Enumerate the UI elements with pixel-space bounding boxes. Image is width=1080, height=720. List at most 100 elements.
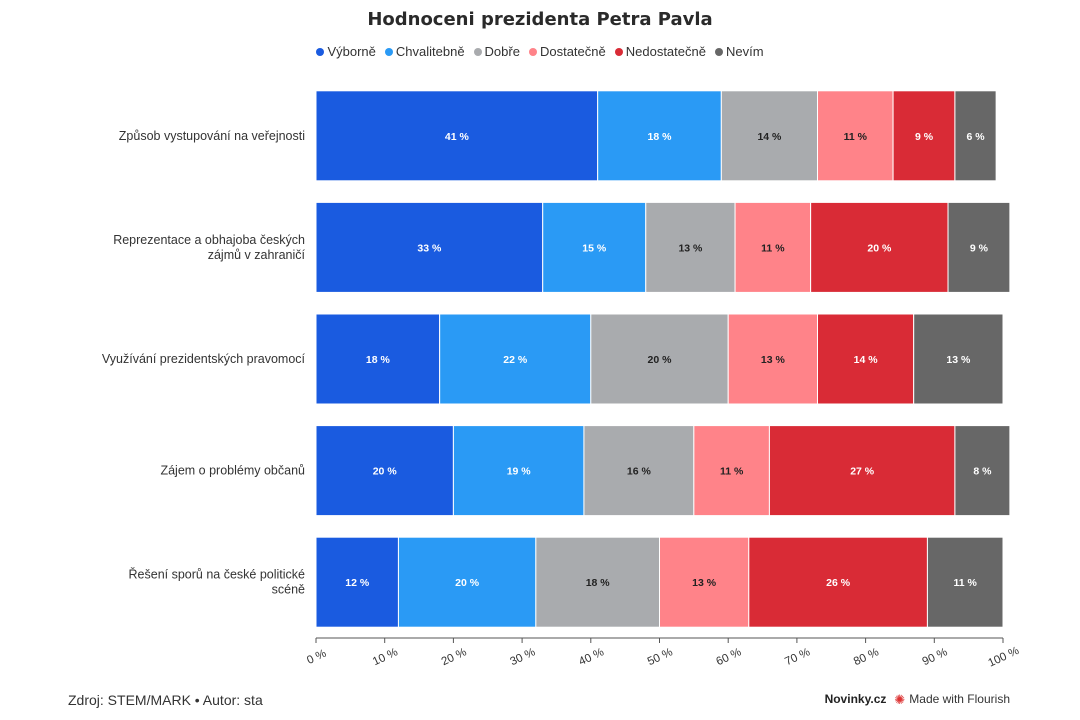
data-label: 11 % xyxy=(720,466,744,478)
data-label: 12 % xyxy=(345,577,370,589)
x-tick-label: 60 % xyxy=(715,646,744,668)
legend-swatch xyxy=(528,47,537,56)
chart-title: Hodnoceni prezidenta Petra Pavla xyxy=(367,9,713,30)
legend-item[interactable]: Výborně xyxy=(316,44,376,59)
legend-swatch xyxy=(316,47,325,56)
legend-swatch xyxy=(614,47,623,56)
legend-label: Dobře xyxy=(484,44,520,59)
x-tick-label: 90 % xyxy=(921,646,950,668)
legend-item[interactable]: Chvalitebně xyxy=(384,44,465,59)
bar-segment xyxy=(315,201,544,293)
category-label: zájmů v zahraničí xyxy=(208,248,306,262)
x-tick-label: 30 % xyxy=(508,646,537,668)
flourish-credit[interactable]: ✺ Made with Flourish xyxy=(894,692,1010,706)
flourish-icon: ✺ xyxy=(894,691,906,707)
legend-label: Výborně xyxy=(327,44,376,59)
data-label: 14 % xyxy=(757,131,782,143)
bar-segment xyxy=(954,425,1011,517)
bar-segment xyxy=(535,536,661,628)
source-note: Zdroj: STEM/MARK • Autor: sta xyxy=(68,692,263,708)
legend-label: Nedostatečně xyxy=(625,44,706,59)
bar-segment xyxy=(768,425,956,517)
bar-segment xyxy=(817,313,915,405)
category-label: scéně xyxy=(272,583,305,597)
data-label: 18 % xyxy=(648,131,673,143)
data-label: 20 % xyxy=(455,577,480,589)
data-label: 6 % xyxy=(966,131,985,143)
data-label: 14 % xyxy=(854,354,879,366)
bar-segment xyxy=(693,425,770,517)
bar-segment xyxy=(892,90,956,182)
x-tick-label: 0 % xyxy=(305,648,328,667)
bar-segment xyxy=(913,313,1004,405)
legend-label: Nevím xyxy=(725,44,764,59)
data-label: 41 % xyxy=(445,131,470,143)
footer-credits: Novinky.cz ✺ Made with Flourish xyxy=(825,692,1010,706)
data-label: 19 % xyxy=(507,466,532,478)
bar-segment xyxy=(583,425,695,517)
data-label: 15 % xyxy=(582,242,607,254)
data-label: 20 % xyxy=(373,466,398,478)
data-label: 11 % xyxy=(844,131,868,143)
data-label: 11 % xyxy=(954,577,978,589)
bar-segment xyxy=(720,90,819,182)
bar-segment xyxy=(926,536,1004,628)
x-tick-label: 80 % xyxy=(852,646,881,668)
bar-segment xyxy=(439,313,592,405)
data-label: 26 % xyxy=(826,577,851,589)
bar-segment xyxy=(315,425,454,517)
legend-item[interactable]: Dostatečně xyxy=(528,44,606,59)
data-label: 16 % xyxy=(627,466,652,478)
category-label: Řešení sporů na české politické xyxy=(129,567,306,582)
bar-segment xyxy=(542,201,647,293)
bar-segment xyxy=(645,201,736,293)
flourish-credit-label: Made with Flourish xyxy=(909,692,1010,706)
legend-swatch xyxy=(473,47,482,56)
bar-segment xyxy=(315,536,399,628)
bar-segment xyxy=(452,425,585,517)
data-label: 33 % xyxy=(417,242,442,254)
data-label: 11 % xyxy=(761,242,785,254)
bar-segment xyxy=(315,313,441,405)
bar-segment xyxy=(315,90,599,182)
data-label: 27 % xyxy=(850,466,875,478)
bar-segment xyxy=(397,536,537,628)
bar-segment xyxy=(810,201,949,293)
category-label: Zájem o problémy občanů xyxy=(160,464,305,478)
data-label: 8 % xyxy=(973,466,992,478)
x-tick-label: 20 % xyxy=(440,646,469,668)
x-tick-label: 50 % xyxy=(646,646,675,668)
bar-segment xyxy=(954,90,997,182)
bar-segment xyxy=(590,313,729,405)
data-label: 13 % xyxy=(692,577,717,589)
data-label: 18 % xyxy=(366,354,391,366)
x-tick-label: 40 % xyxy=(577,646,606,668)
data-label: 13 % xyxy=(678,242,703,254)
x-tick-label: 100 % xyxy=(986,645,1021,670)
data-label: 18 % xyxy=(586,577,611,589)
bar-segment xyxy=(727,313,819,405)
legend-item[interactable]: Dobře xyxy=(473,44,520,59)
data-label: 22 % xyxy=(503,354,528,366)
category-label: Reprezentace a obhajoba českých xyxy=(113,233,305,247)
data-label: 9 % xyxy=(915,131,934,143)
bar-segment xyxy=(947,201,1011,293)
data-label: 13 % xyxy=(946,354,971,366)
legend-item[interactable]: Nedostatečně xyxy=(614,44,706,59)
data-label: 9 % xyxy=(970,242,989,254)
bar-segment xyxy=(659,536,750,628)
legend-label: Chvalitebně xyxy=(395,44,465,59)
data-label: 13 % xyxy=(761,354,786,366)
brand-logo[interactable]: Novinky.cz xyxy=(824,692,887,706)
bar-segment xyxy=(817,90,894,182)
x-tick-label: 10 % xyxy=(371,646,400,668)
category-label: Způsob vystupování na veřejnosti xyxy=(119,129,305,143)
legend: Výborně Chvalitebně Dobře Dostatečně Nedosta… xyxy=(0,44,1080,59)
legend-item[interactable]: Nevím xyxy=(714,44,764,59)
legend-swatch xyxy=(384,47,393,56)
data-label: 20 % xyxy=(867,242,892,254)
category-label: Využívání prezidentských pravomocí xyxy=(102,352,306,366)
bar-segment xyxy=(597,90,722,182)
x-tick-label: 70 % xyxy=(783,646,812,668)
